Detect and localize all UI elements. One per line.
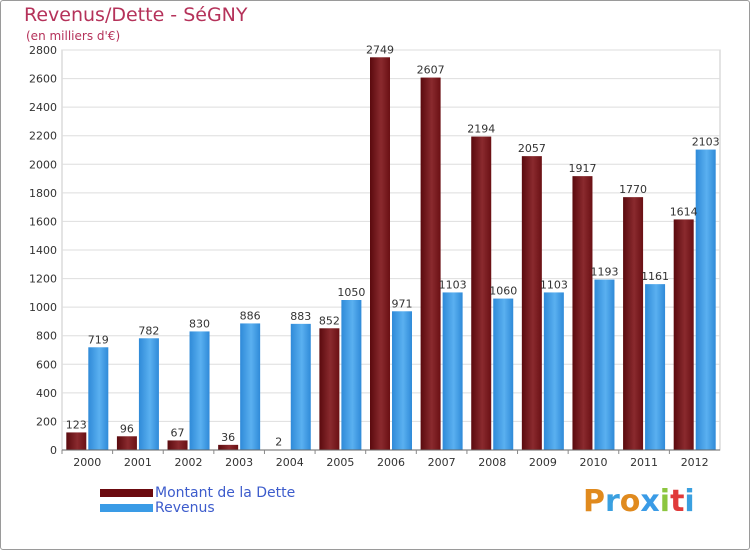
bar-revenus: [240, 323, 261, 450]
y-tick-label: 200: [36, 415, 57, 428]
bar-revenus: [695, 149, 716, 451]
bar-revenus: [138, 338, 159, 450]
x-tick-label: 2000: [73, 456, 101, 469]
bar-debt: [673, 219, 694, 450]
data-label-revenus: 719: [88, 333, 109, 346]
x-tick-label: 2004: [276, 456, 304, 469]
bar-debt: [167, 440, 188, 450]
bar-debt: [572, 176, 593, 450]
data-label-debt: 852: [319, 314, 340, 327]
logo-letter: i: [684, 484, 695, 519]
bar-debt: [116, 436, 137, 450]
legend-label-revenus: Revenus: [155, 500, 215, 516]
x-tick-label: 2003: [225, 456, 253, 469]
data-label-debt: 67: [171, 426, 185, 439]
logo-letter: r: [605, 484, 620, 519]
data-label-debt: 123: [66, 418, 87, 431]
y-tick-label: 1200: [29, 273, 57, 286]
bar-debt: [66, 432, 87, 450]
bar-revenus: [290, 323, 311, 450]
bar-debt: [218, 444, 239, 450]
data-label-debt: 96: [120, 422, 134, 435]
data-label-debt: 1770: [619, 183, 647, 196]
x-tick-label: 2010: [579, 456, 607, 469]
logo-letter: x: [640, 484, 660, 519]
data-label-revenus: 782: [138, 324, 159, 337]
x-tick-label: 2001: [124, 456, 152, 469]
bar-debt: [623, 197, 644, 450]
data-label-revenus: 1050: [337, 286, 365, 299]
y-tick-label: 2800: [29, 44, 57, 57]
bar-revenus: [189, 331, 210, 450]
data-label-debt: 36: [221, 431, 235, 444]
legend-swatch-debt: [100, 489, 153, 497]
y-tick-label: 800: [36, 330, 57, 343]
x-tick-label: 2011: [630, 456, 658, 469]
bar-debt: [471, 136, 492, 451]
bar-revenus: [645, 284, 666, 450]
bar-revenus: [493, 298, 514, 450]
y-tick-label: 2400: [29, 101, 57, 114]
data-label-debt: 1917: [568, 162, 596, 175]
y-tick-label: 2200: [29, 130, 57, 143]
y-tick-label: 1400: [29, 244, 57, 257]
data-label-revenus: 971: [392, 297, 413, 310]
data-label-revenus: 1103: [540, 278, 568, 291]
data-label-revenus: 2103: [692, 136, 720, 149]
data-label-revenus: 886: [240, 309, 261, 322]
y-tick-label: 2600: [29, 73, 57, 86]
data-label-debt: 1614: [670, 205, 698, 218]
bar-revenus: [88, 347, 109, 450]
y-tick-label: 1600: [29, 215, 57, 228]
bar-debt: [319, 328, 340, 450]
bar-debt: [420, 77, 441, 451]
logo-letter: P: [583, 484, 605, 519]
y-tick-label: 1000: [29, 301, 57, 314]
data-label-revenus: 1103: [439, 278, 467, 291]
proxiti-logo: Proxiti: [583, 484, 695, 519]
legend-label-debt: Montant de la Dette: [155, 485, 296, 501]
x-tick-label: 2012: [681, 456, 709, 469]
y-tick-label: 0: [50, 444, 57, 457]
data-label-revenus: 1060: [489, 285, 517, 298]
bar-debt: [370, 57, 390, 451]
data-label-debt: 2057: [518, 142, 546, 155]
x-tick-label: 2005: [326, 456, 354, 469]
bar-revenus: [392, 311, 412, 450]
bar-revenus: [594, 279, 615, 450]
y-tick-label: 400: [36, 387, 57, 400]
x-tick-label: 2009: [529, 456, 557, 469]
chart-title: Revenus/Dette - SéGNY: [24, 4, 248, 26]
bar-revenus: [543, 292, 564, 450]
logo-letter: i: [659, 484, 671, 519]
bar-revenus: [341, 300, 362, 450]
y-tick-label: 2000: [29, 158, 57, 171]
legend-swatch-revenus: [100, 504, 153, 512]
data-label-revenus: 1161: [641, 270, 669, 283]
data-label-debt: 2194: [467, 123, 495, 136]
data-label-revenus: 1193: [590, 266, 618, 279]
y-tick-label: 1800: [29, 187, 57, 200]
x-tick-label: 2008: [478, 456, 506, 469]
x-tick-label: 2006: [377, 456, 405, 469]
logo-letter: t: [670, 484, 685, 519]
y-tick-label: 600: [36, 358, 57, 371]
data-label-revenus: 830: [189, 317, 210, 330]
bar-debt: [521, 156, 542, 450]
data-label-revenus: 883: [290, 310, 311, 323]
data-label-debt: 2749: [366, 43, 394, 56]
data-label-debt: 2607: [417, 64, 445, 77]
chart-subtitle: (en milliers d'€): [26, 29, 121, 43]
bar-revenus: [442, 292, 463, 450]
data-label-debt: 2: [275, 436, 282, 449]
logo-letter: o: [619, 484, 641, 519]
x-tick-label: 2007: [428, 456, 456, 469]
x-tick-label: 2002: [175, 456, 203, 469]
